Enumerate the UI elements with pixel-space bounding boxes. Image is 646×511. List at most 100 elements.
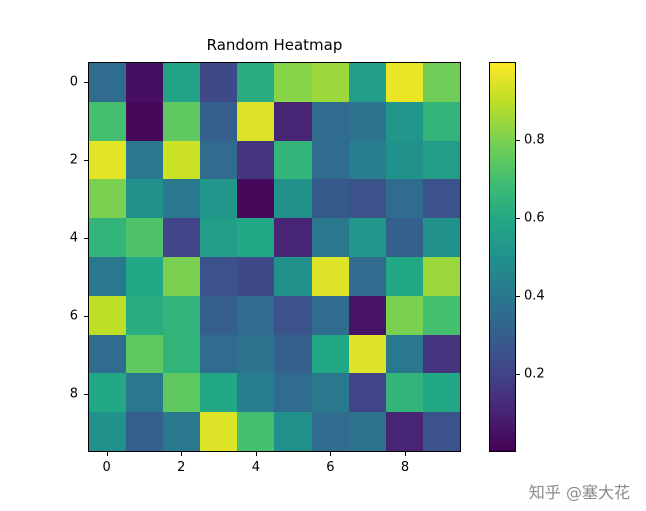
heatmap-cell: [385, 256, 423, 296]
heatmap-cell: [348, 218, 386, 257]
heatmap-cell: [163, 373, 201, 413]
heatmap-cell: [311, 218, 349, 257]
y-tick-label: 6: [69, 308, 78, 323]
heatmap-cell: [163, 295, 201, 335]
tick-mark: [516, 218, 520, 219]
heatmap-cell: [348, 101, 386, 141]
heatmap-cell: [163, 179, 201, 219]
plot-area: [88, 62, 461, 452]
heatmap-cell: [163, 63, 201, 102]
heatmap-cell: [274, 101, 312, 141]
x-tick-label: 0: [102, 460, 111, 475]
heatmap-cell: [422, 412, 460, 451]
heatmap-cell: [274, 256, 312, 296]
heatmap-cell: [237, 334, 275, 374]
heatmap-cell: [89, 412, 127, 451]
tick-mark: [84, 81, 88, 83]
heatmap-cell: [422, 140, 460, 180]
heatmap-cell: [200, 373, 238, 413]
colorbar-tick-label: 0.6: [524, 210, 545, 226]
heatmap-cell: [385, 63, 423, 102]
heatmap-cell: [237, 373, 275, 413]
heatmap-grid: [89, 63, 460, 451]
heatmap-cell: [422, 63, 460, 102]
heatmap-cell: [200, 334, 238, 374]
heatmap-cell: [126, 101, 164, 141]
heatmap-cell: [422, 295, 460, 335]
tick-mark: [516, 140, 520, 141]
heatmap-cell: [200, 101, 238, 141]
heatmap-cell: [200, 256, 238, 296]
heatmap-cell: [385, 179, 423, 219]
heatmap-cell: [89, 218, 127, 257]
chart-title: Random Heatmap: [206, 36, 343, 54]
heatmap-cell: [89, 179, 127, 219]
heatmap-cell: [274, 179, 312, 219]
heatmap-cell: [348, 412, 386, 451]
heatmap-cell: [126, 179, 164, 219]
heatmap-cell: [422, 373, 460, 413]
heatmap-cell: [89, 256, 127, 296]
y-tick-label: 2: [69, 152, 78, 167]
heatmap-cell: [311, 373, 349, 413]
heatmap-cell: [200, 412, 238, 451]
x-tick-label: 8: [400, 460, 410, 475]
colorbar-tick-label: 0.8: [524, 132, 545, 148]
tick-mark: [106, 452, 108, 456]
heatmap-cell: [348, 140, 386, 180]
heatmap-cell: [274, 373, 312, 413]
x-tick-label: 2: [177, 460, 186, 475]
tick-mark: [84, 393, 88, 395]
heatmap-cell: [200, 179, 238, 219]
x-tick-label: 4: [251, 460, 260, 475]
heatmap-cell: [89, 101, 127, 141]
heatmap-cell: [274, 295, 312, 335]
heatmap-cell: [274, 63, 312, 102]
heatmap-cell: [126, 256, 164, 296]
colorbar-tick-label: 0.2: [524, 366, 545, 382]
heatmap-cell: [385, 295, 423, 335]
heatmap-cell: [200, 140, 238, 180]
heatmap-cell: [237, 101, 275, 141]
heatmap-cell: [89, 334, 127, 374]
heatmap-cell: [422, 256, 460, 296]
y-tick-label: 4: [69, 230, 78, 245]
heatmap-cell: [385, 412, 423, 451]
heatmap-cell: [311, 140, 349, 180]
watermark: 知乎 @塞大花: [528, 483, 630, 502]
heatmap-cell: [385, 218, 423, 257]
heatmap-cell: [237, 63, 275, 102]
heatmap-cell: [163, 256, 201, 296]
heatmap-cell: [385, 101, 423, 141]
y-tick-label: 0: [69, 74, 78, 89]
y-tick-label: 8: [69, 386, 78, 401]
colorbar-tick-label: 0.4: [524, 288, 545, 304]
heatmap-cell: [163, 334, 201, 374]
heatmap-cell: [422, 218, 460, 257]
heatmap-cell: [163, 101, 201, 141]
colorbar: [489, 62, 516, 452]
heatmap-cell: [348, 63, 386, 102]
heatmap-cell: [237, 179, 275, 219]
heatmap-cell: [348, 295, 386, 335]
heatmap-cell: [274, 334, 312, 374]
heatmap-cell: [89, 373, 127, 413]
tick-mark: [84, 237, 88, 239]
heatmap-cell: [311, 295, 349, 335]
tick-mark: [516, 374, 520, 375]
heatmap-cell: [126, 373, 164, 413]
heatmap-cell: [200, 295, 238, 335]
heatmap-cell: [385, 140, 423, 180]
heatmap-cell: [348, 334, 386, 374]
heatmap-cell: [274, 140, 312, 180]
heatmap-cell: [348, 256, 386, 296]
tick-mark: [405, 452, 407, 456]
heatmap-cell: [348, 179, 386, 219]
heatmap-cell: [237, 140, 275, 180]
tick-mark: [84, 159, 88, 161]
x-tick-label: 6: [326, 460, 335, 475]
tick-mark: [181, 452, 183, 456]
heatmap-cell: [422, 101, 460, 141]
heatmap-cell: [385, 373, 423, 413]
